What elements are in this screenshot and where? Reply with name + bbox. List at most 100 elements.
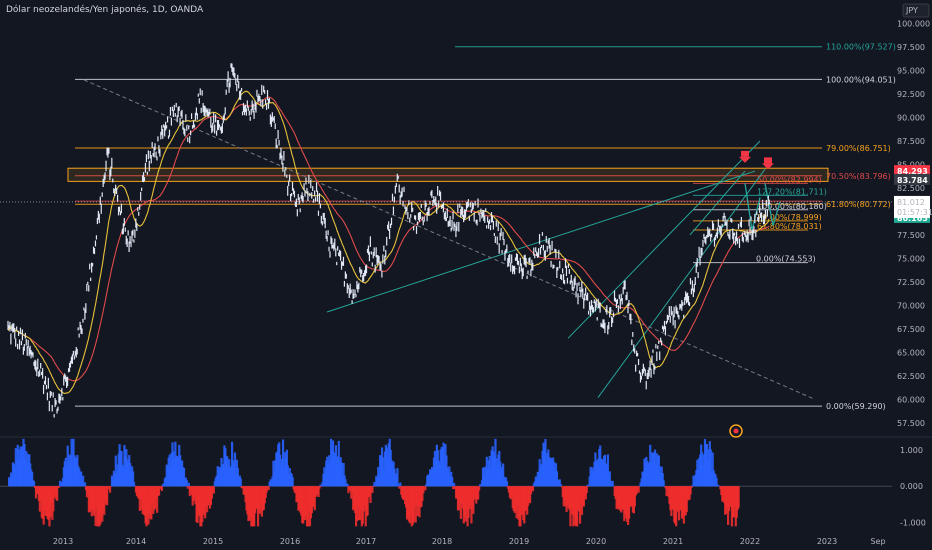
osc-bar-364: [182, 467, 186, 487]
osc-bar-1306: [635, 486, 638, 494]
resistance-zone-fill: [68, 168, 828, 182]
osc-bar-1090: [531, 486, 535, 492]
osc-bar-636: [313, 486, 316, 511]
osc-bar-212: [109, 486, 113, 487]
osc-bar-154: [82, 475, 85, 487]
fib-label-3: 79.00%(86.751): [826, 144, 891, 153]
price-badge-value-0: 84.293: [897, 167, 928, 176]
osc-tick-2: -1.000: [900, 519, 926, 528]
price-tick-11: 85.000: [897, 160, 925, 169]
osc-bar-1368: [665, 486, 668, 497]
osc-bar-100: [56, 486, 59, 501]
price-tick-0: 57.500: [897, 419, 925, 428]
osc-bar-1028: [502, 463, 505, 487]
osc-tick-0: 1.000: [900, 446, 923, 455]
osc-bar-1362: [662, 480, 665, 487]
osc-bar-706: [347, 486, 350, 494]
osc-bar-1246: [606, 454, 610, 487]
price-tick-17: 100.000: [897, 19, 930, 28]
osc-bar-1420: [690, 486, 693, 488]
fib-label-2: 100.00%(94.051): [826, 75, 896, 84]
current-price-value: 81.012: [897, 198, 925, 207]
price-tick-4: 67.500: [897, 325, 925, 334]
osc-bar-258: [131, 471, 135, 487]
osc-bar-426: [212, 486, 215, 494]
projection-arrow-2: [764, 183, 781, 226]
osc-bar-924: [452, 486, 455, 490]
fib-small-label-4: 61.80%(78.031): [757, 222, 822, 231]
osc-bar-1188: [578, 486, 582, 524]
price-axis: 57.500 60.000 62.500 65.000 67.500 70.000 72.5…: [897, 3, 930, 428]
osc-bar-374: [187, 482, 190, 487]
osc-bar-1148: [559, 483, 562, 487]
osc-bar-1036: [505, 481, 509, 487]
time-tick-7: 2020: [586, 537, 606, 546]
osc-bar-1084: [528, 486, 532, 504]
time-tick-5: 2018: [432, 537, 452, 546]
osc-bar-810: [397, 483, 400, 487]
price-tick-8: 77.500: [897, 231, 925, 240]
osc-bar-976: [477, 486, 480, 500]
osc-bar-650: [320, 486, 323, 487]
time-tick-3: 2016: [280, 537, 300, 546]
resistance-zone: [67, 167, 829, 182]
price-tick-13: 90.000: [897, 113, 925, 122]
osc-bar-104: [57, 486, 61, 488]
fib-label-6: 0.00%(59.290): [826, 402, 886, 411]
currency-label: JPY: [905, 6, 918, 15]
osc-bar-590: [291, 477, 294, 487]
osc-bar-1460: [709, 449, 712, 487]
price-tick-6: 72.500: [897, 278, 925, 287]
osc-bar-1302: [633, 486, 636, 507]
osc-bar-814: [399, 482, 402, 487]
osc-bar-916: [448, 466, 451, 487]
osc-bar-704: [346, 484, 349, 487]
price-tick-10: 82.500: [897, 184, 925, 193]
price-tick-1: 60.000: [897, 395, 925, 404]
fib-label-1: 110.00%(97.527): [826, 43, 896, 52]
trendline-channel-lower: [597, 168, 766, 398]
current-price-badge: [894, 195, 930, 218]
osc-bar-692: [340, 462, 343, 487]
osc-bar-52: [32, 481, 36, 487]
osc-bar-1196: [582, 486, 586, 507]
price-tick-3: 65.000: [897, 348, 925, 357]
osc-tick-1: 0.000: [900, 482, 923, 491]
alert-marker-arrow-0: [739, 156, 751, 163]
osc-bar-1252: [609, 480, 612, 487]
price-tick-7: 75.000: [897, 254, 925, 263]
osc-bar-978: [478, 486, 481, 491]
osc-bar-318: [160, 486, 164, 491]
osc-bar-1418: [689, 486, 692, 495]
osc-bar-1310: [637, 486, 640, 493]
osc-bar-1250: [608, 471, 611, 487]
price-tick-14: 92.500: [897, 90, 925, 99]
time-tick-9: 2022: [740, 537, 760, 546]
time-tick-4: 2017: [356, 537, 376, 546]
osc-bar-372: [186, 486, 189, 489]
osc-bar-866: [424, 486, 427, 491]
fibonacci-levels: 127.20%(103.506)110.00%(97.527)100.00%(9…: [67, 43, 896, 411]
osc-bar-262: [133, 485, 137, 487]
trendline-short: [689, 170, 746, 236]
osc-bar-312: [157, 486, 161, 496]
alert-markers: [729, 150, 774, 438]
osc-bar-476: [236, 467, 239, 487]
osc-bar-648: [319, 484, 322, 487]
osc-bar-1256: [611, 480, 614, 487]
osc-bar-48: [31, 471, 34, 487]
moving-average-slow: [7, 96, 770, 382]
price-tick-16: 97.500: [897, 43, 925, 52]
osc-bar-308: [156, 486, 159, 513]
countdown-timer: 01:57:31: [897, 208, 932, 217]
osc-bar-1140: [555, 471, 559, 487]
osc-bar-966: [472, 486, 475, 514]
fib-small-label-3: 79.00%(78.999): [757, 213, 822, 222]
price-tick-5: 70.000: [897, 301, 925, 310]
currency-box: [902, 3, 930, 18]
osc-bar-158: [83, 482, 87, 487]
oscillator-panel: 1.000 0.000 -1.000: [0, 438, 926, 528]
osc-bar-812: [398, 486, 401, 489]
moving-average-fast: [7, 90, 770, 394]
